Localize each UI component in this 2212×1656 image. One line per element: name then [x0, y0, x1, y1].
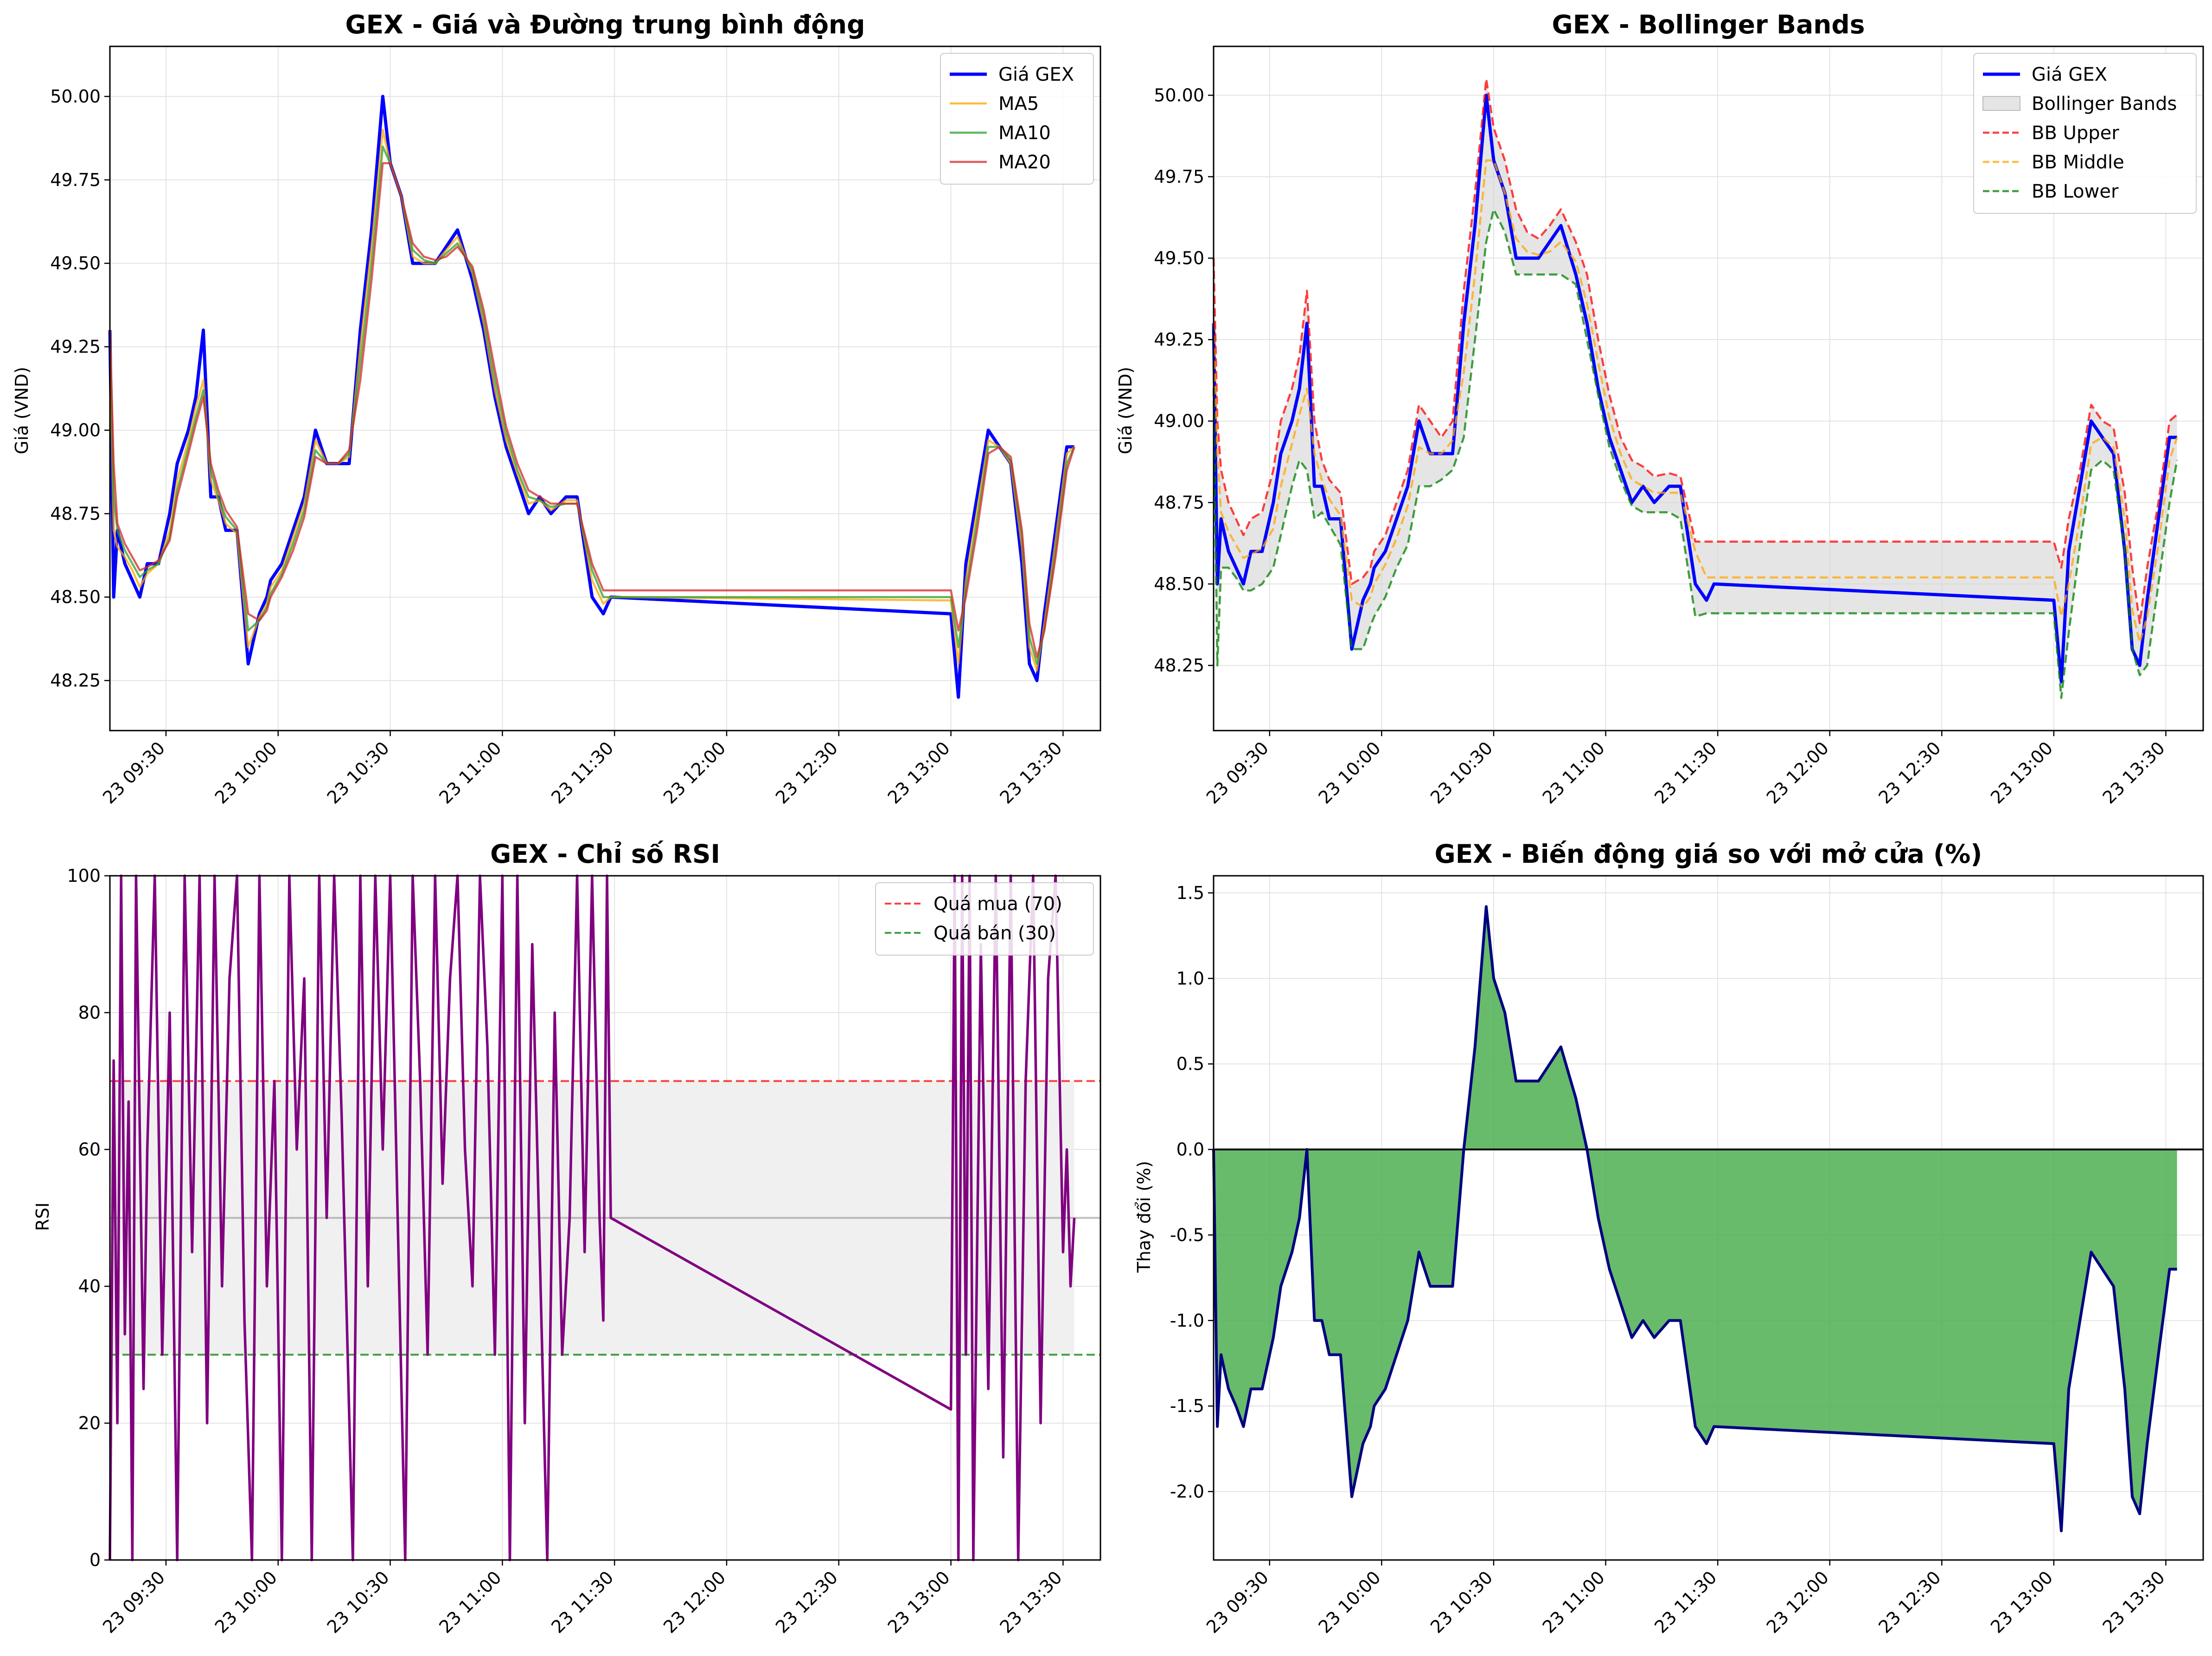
y-tick-label: 49.00: [1154, 411, 1204, 431]
series-lines: [1212, 77, 2178, 700]
legend: Giá GEX Bollinger Bands BB Upper BB Middle B…: [1973, 53, 2197, 214]
y-tick-label: 100: [67, 866, 101, 886]
y-tick-label: 0.5: [1176, 1054, 1204, 1074]
y-tick-label: 49.00: [50, 420, 101, 440]
series-lines: [108, 95, 1075, 699]
y-tick-label: 49.25: [1154, 329, 1204, 350]
plot-frame: [1213, 45, 2204, 732]
y-tick-label: 0: [90, 1550, 101, 1570]
legend-label: BB Upper: [2032, 122, 2119, 144]
y-axis-label: Thay đổi (%): [1134, 1161, 1154, 1273]
legend-box: [1973, 53, 2197, 214]
legend-label: Quá mua (70): [933, 893, 1062, 915]
y-tick-label: 1.0: [1176, 968, 1204, 988]
series-line-0: [1212, 905, 2177, 1533]
y-tick-label: 49.25: [50, 337, 101, 357]
plot-frame: [109, 875, 1101, 1561]
plot-frame: [1213, 875, 2204, 1561]
y-tick-label: 48.50: [1154, 574, 1204, 594]
series-line-1: [1212, 77, 2178, 624]
chart-title: GEX - Bollinger Bands: [1552, 10, 1865, 39]
y-tick-label: 48.75: [1154, 492, 1204, 513]
chart-title: GEX - Giá và Đường trung bình động: [345, 10, 865, 39]
y-tick-label: 49.50: [50, 253, 101, 274]
legend-label: Giá GEX: [2032, 64, 2107, 85]
legend-label: Bollinger Bands: [2032, 93, 2177, 115]
y-tick-label: 80: [78, 1002, 101, 1023]
chart-title: GEX - Biến động giá so với mở cửa (%): [1435, 839, 1982, 869]
y-tick-label: -1.0: [1170, 1310, 1204, 1331]
y-tick-label: -2.0: [1170, 1482, 1204, 1502]
y-tick-label: -0.5: [1170, 1225, 1204, 1245]
legend-label: Giá GEX: [998, 64, 1074, 85]
legend-box: [875, 882, 1094, 956]
y-tick-label: 60: [78, 1139, 101, 1160]
y-tick-label: 48.25: [1154, 655, 1204, 676]
y-tick-label: 20: [78, 1413, 101, 1433]
legend: Quá mua (70) Quá bán (30): [875, 882, 1094, 956]
series-line-2: [1212, 159, 2178, 644]
legend-label: MA10: [998, 122, 1051, 144]
legend-label: MA5: [998, 93, 1039, 115]
change-area: [1214, 906, 2177, 1531]
y-tick-label: -1.5: [1170, 1396, 1204, 1416]
chart-title: GEX - Chỉ số RSI: [490, 839, 720, 869]
legend-label: BB Lower: [2032, 181, 2119, 202]
legend: Giá GEX MA5 MA10 MA20: [940, 53, 1094, 185]
y-axis-label: RSI: [32, 1202, 53, 1231]
bollinger-band-area: [1214, 79, 2177, 698]
y-tick-label: 50.00: [1154, 85, 1204, 105]
y-axis-label: Giá (VND): [1115, 367, 1136, 455]
series-line-3: [109, 162, 1075, 658]
legend-swatch: [1982, 96, 2020, 111]
series-lines: [1212, 905, 2177, 1533]
y-tick-label: 49.75: [50, 170, 101, 190]
band-fill: [1214, 79, 2177, 698]
y-tick-label: 1.5: [1176, 883, 1204, 903]
y-tick-label: 48.25: [50, 670, 101, 691]
y-tick-label: 0.0: [1176, 1139, 1204, 1160]
y-tick-label: 40: [78, 1276, 101, 1297]
y-tick-label: 48.75: [50, 503, 101, 524]
plot-frame: [109, 45, 1101, 732]
y-axis-label: Giá (VND): [12, 367, 32, 455]
legend-label: MA20: [998, 152, 1051, 173]
legend-label: BB Middle: [2032, 152, 2124, 173]
legend-label: Quá bán (30): [933, 923, 1056, 944]
area-fill: [1214, 906, 2203, 1531]
y-tick-label: 50.00: [50, 86, 101, 107]
y-tick-label: 49.50: [1154, 248, 1204, 269]
legend-box: [940, 53, 1094, 185]
series-line-3: [1212, 208, 2178, 700]
y-tick-label: 48.50: [50, 587, 101, 607]
y-tick-label: 49.75: [1154, 167, 1204, 187]
